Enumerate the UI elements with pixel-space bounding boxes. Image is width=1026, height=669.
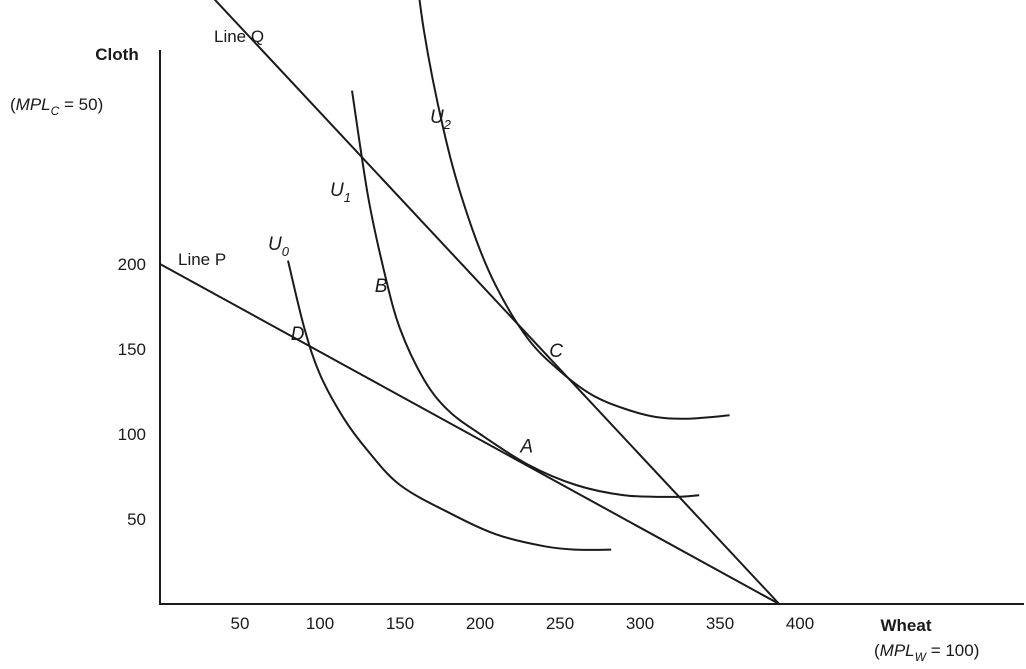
y-axis-label: Cloth	[95, 45, 138, 64]
y-axis-note-suffix: = 50)	[59, 95, 103, 114]
x-axis-note-suffix: = 100)	[926, 641, 979, 660]
y-tick-label: 50	[127, 510, 146, 529]
y-axis-note-prefix: (	[10, 95, 16, 114]
curve-label: U0	[268, 234, 290, 259]
line-q	[213, 0, 780, 605]
x-tick-label: 100	[306, 614, 334, 633]
x-tick-label: 200	[466, 614, 494, 633]
curve-label: U2	[430, 107, 452, 132]
annotations: Cloth (MPLC = 50) Wheat (MPLW = 100)	[10, 45, 979, 664]
y-tick-label: 200	[118, 255, 146, 274]
point-label-a: A	[519, 437, 533, 458]
curve-label-name: U	[330, 180, 344, 201]
y-axis-note-var: MPL	[16, 95, 51, 114]
x-axis-note: (MPLW = 100)	[874, 641, 979, 664]
curve-label-sub: 1	[344, 190, 351, 205]
x-tick-label: 50	[231, 614, 250, 633]
x-tick-label: 300	[626, 614, 654, 633]
curve-label-sub: 2	[443, 117, 452, 132]
x-tick-label: 250	[546, 614, 574, 633]
line-label: Line Q	[214, 27, 264, 46]
y-tick-label: 150	[118, 340, 146, 359]
line-p	[159, 263, 780, 605]
curve-label-name: U	[268, 234, 282, 255]
x-axis-note-var: MPL	[880, 641, 915, 660]
point-label-d: D	[291, 324, 305, 345]
y-axis-note-sub: C	[51, 104, 60, 118]
y-tick-label: 100	[118, 425, 146, 444]
curve-label-sub: 0	[282, 244, 290, 259]
x-tick-label: 400	[786, 614, 814, 633]
point-label-b: B	[375, 276, 388, 297]
x-tick-label: 350	[706, 614, 734, 633]
budget-lines: Line P Line Q	[159, 0, 780, 605]
x-axis-note-prefix: (	[874, 641, 880, 660]
axes	[159, 50, 1024, 605]
indifference-curve-u2	[418, 0, 730, 420]
x-axis-note-sub: W	[915, 650, 928, 664]
line-label: Line P	[178, 250, 226, 269]
point-label-c: C	[549, 341, 563, 362]
curve-label: U1	[330, 180, 351, 205]
indifference-curve-u0	[287, 260, 612, 551]
x-tick-label: 150	[386, 614, 414, 633]
x-axis-label: Wheat	[881, 616, 932, 635]
tick-labels: 50 100 150 200 250 300 350 400 50 100 150 200	[118, 255, 815, 633]
curve-label-name: U	[430, 107, 444, 128]
indifference-curve-u1	[351, 90, 700, 498]
y-axis-note: (MPLC = 50)	[10, 95, 103, 118]
